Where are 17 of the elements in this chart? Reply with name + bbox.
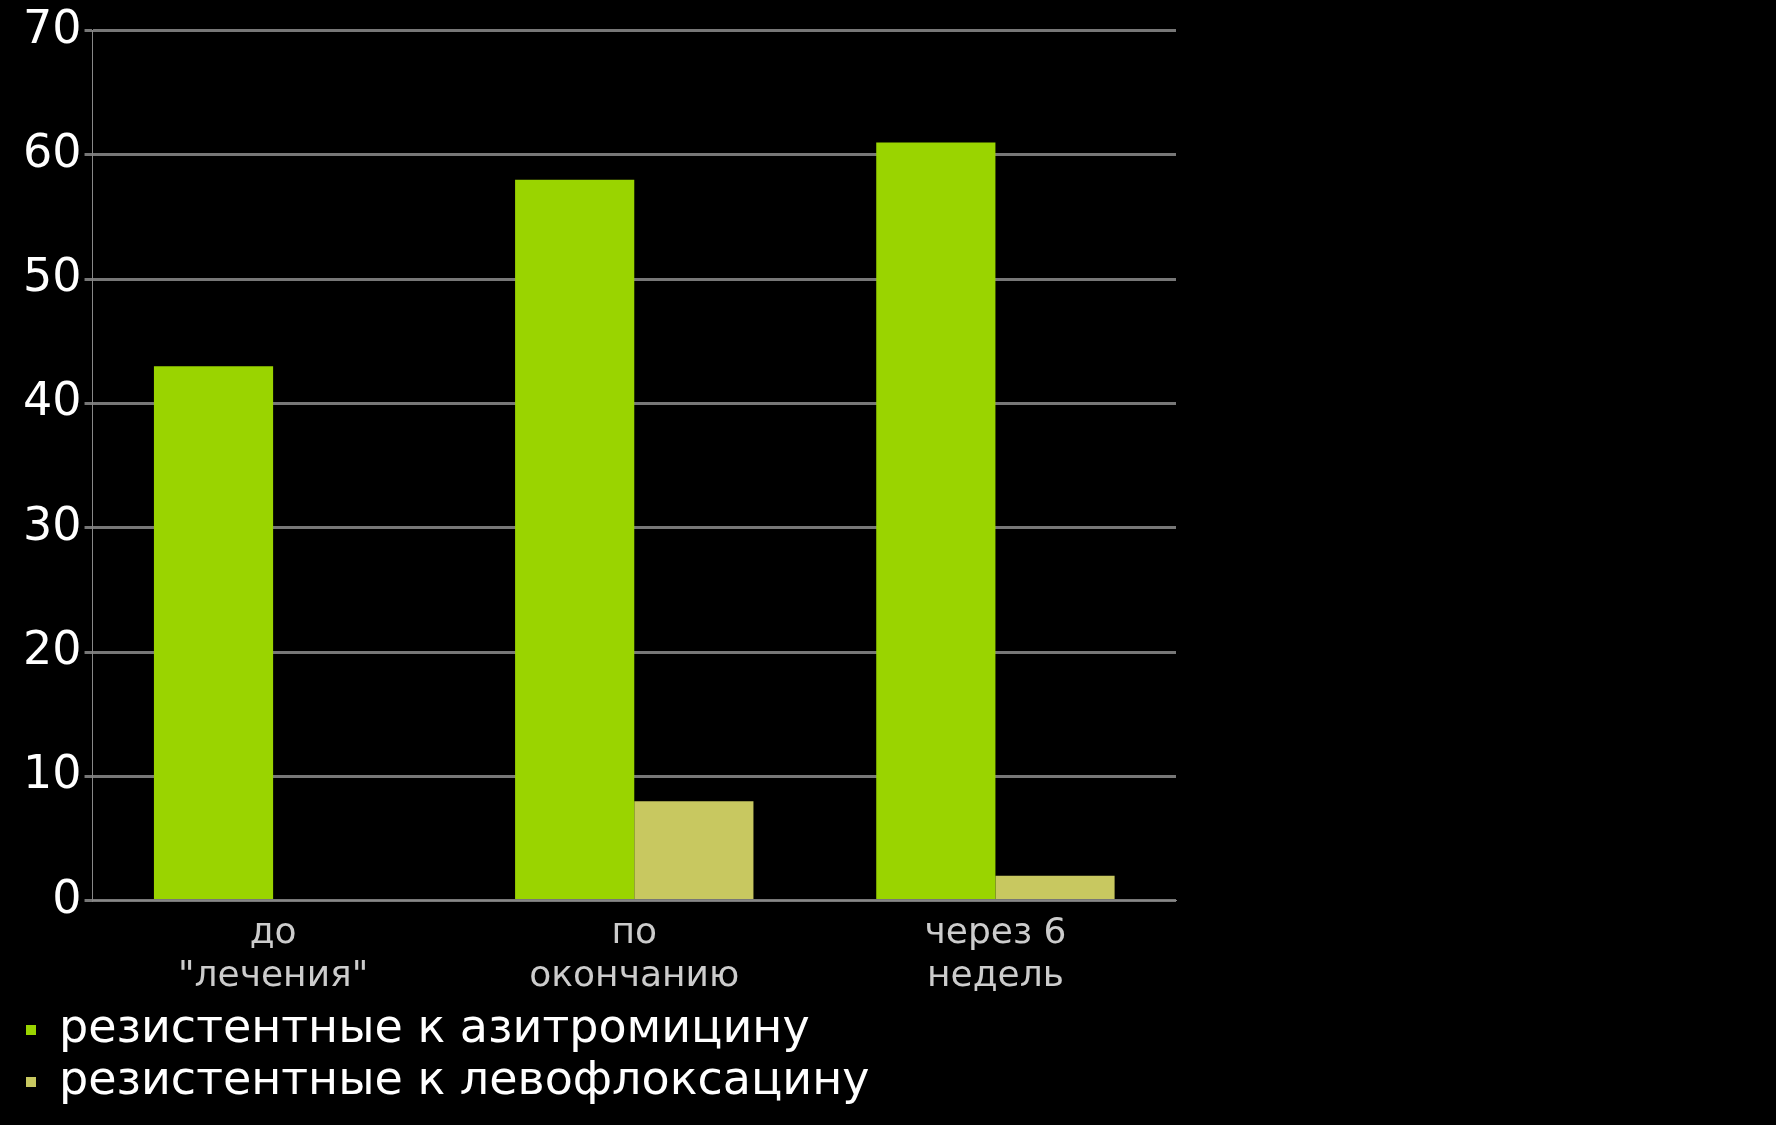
y-tick-label: 50 bbox=[22, 248, 82, 303]
legend-label: резистентные к азитромицину bbox=[59, 998, 810, 1053]
x-tick-label: по окончанию bbox=[529, 909, 740, 994]
bar bbox=[876, 142, 996, 900]
bar bbox=[995, 875, 1115, 900]
x-tick-label: до "лечения" bbox=[177, 909, 369, 994]
bar bbox=[153, 366, 274, 900]
y-tick-label: 10 bbox=[22, 745, 82, 800]
y-tick-label: 30 bbox=[22, 496, 82, 551]
y-tick-label: 40 bbox=[22, 372, 82, 427]
bar bbox=[515, 179, 635, 900]
bar bbox=[634, 801, 754, 900]
y-tick-label: 0 bbox=[52, 869, 82, 924]
y-tick-label: 70 bbox=[22, 0, 82, 54]
y-tick-label: 60 bbox=[22, 123, 82, 178]
x-tick-label: через 6 недель bbox=[924, 909, 1067, 994]
y-tick-label: 20 bbox=[22, 620, 82, 675]
